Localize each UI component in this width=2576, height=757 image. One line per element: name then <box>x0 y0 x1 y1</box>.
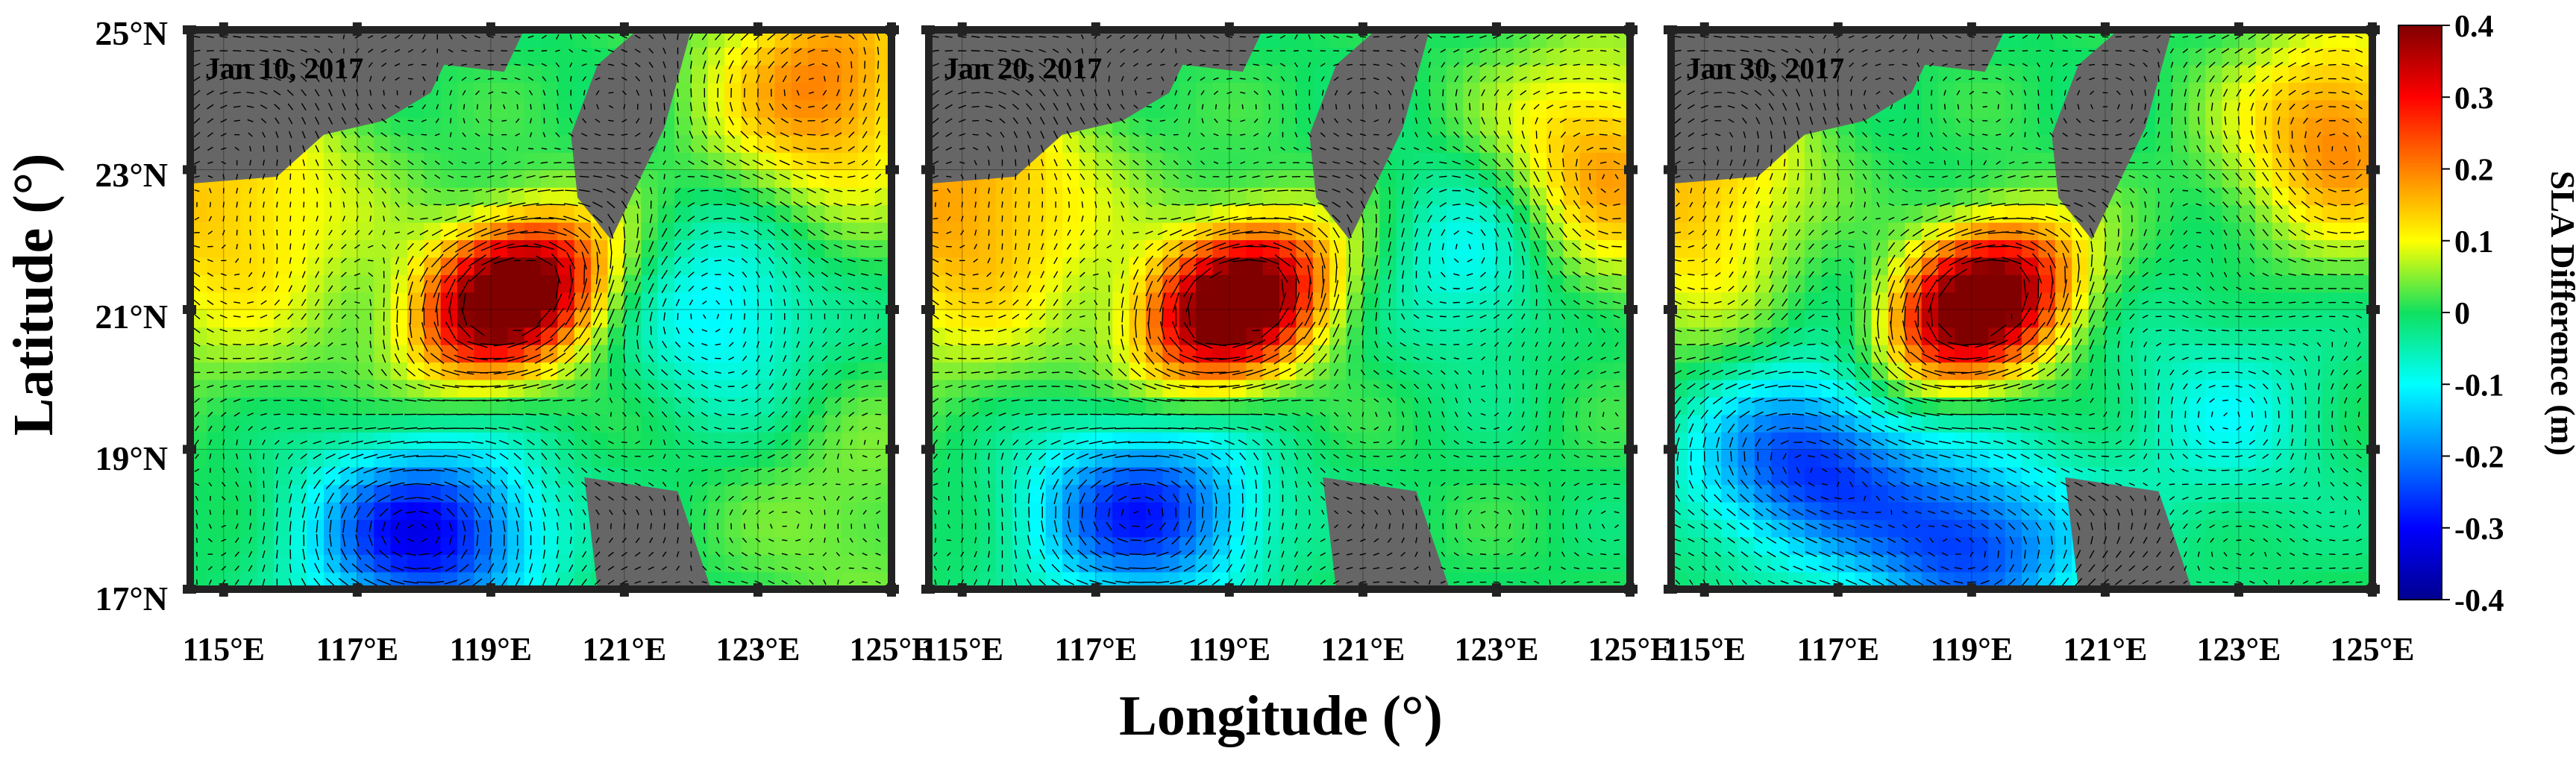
lon-tick-label: 125°E <box>2331 631 2415 668</box>
lat-tick-21: 21°N <box>95 298 168 336</box>
lon-tick-label: 115°E <box>921 631 1004 668</box>
current-vectors <box>193 33 883 588</box>
colorbar-tick-label: -0.4 <box>2454 584 2504 618</box>
lon-tick-label: 125°E <box>850 631 934 668</box>
panel-date-label: Jan 10, 2017 <box>205 51 363 85</box>
lon-tick-label: 119°E <box>450 631 533 668</box>
lon-tick-label: 123°E <box>1454 631 1538 668</box>
colorbar-label: SLA Difference (m) <box>2544 171 2576 456</box>
colorbar-tick-label: 0.3 <box>2454 81 2494 116</box>
lon-tick-label: 119°E <box>1188 631 1271 668</box>
frame-ticks <box>1664 22 2380 597</box>
lat-tick-labels: 25°N 23°N 21°N 19°N 17°N <box>95 14 168 618</box>
lon-tick-label: 117°E <box>1055 631 1138 668</box>
lat-tick-19: 19°N <box>95 439 168 477</box>
map-panel-3: Jan 30, 2017 <box>1664 22 2380 597</box>
map-panels: Jan 10, 2017 Jan 20, 2017 Jan 30, 2017 <box>183 22 2380 597</box>
map-panel-2: Jan 20, 2017 <box>921 22 1638 597</box>
colorbar-tick-label: -0.2 <box>2454 441 2504 475</box>
colorbar-tick-label: 0.4 <box>2454 10 2494 44</box>
colorbar-tick-label: 0.2 <box>2454 154 2494 188</box>
y-axis-label: Latitude (°) <box>2 154 65 436</box>
lat-tick-25: 25°N <box>95 14 168 52</box>
lon-tick-label: 121°E <box>2063 631 2147 668</box>
lon-tick-label: 117°E <box>1797 631 1880 668</box>
colorbar-tick-label: -0.1 <box>2454 368 2504 403</box>
lon-tick-label: 115°E <box>183 631 266 668</box>
current-vectors <box>1673 34 2365 587</box>
frame-ticks <box>183 22 899 597</box>
lon-tick-label: 121°E <box>1320 631 1405 668</box>
lon-tick-label: 115°E <box>1664 631 1746 668</box>
colorbar-tick-label: 0.1 <box>2454 225 2494 260</box>
panel-date-label: Jan 20, 2017 <box>944 51 1102 85</box>
lon-tick-label: 117°E <box>316 631 399 668</box>
colorbar-gradient <box>2398 25 2442 600</box>
colorbar-ticks: 0.4 0.3 0.2 0.1 0 -0.1 -0.2 -0.3 -0.4 <box>2442 10 2504 618</box>
lon-tick-label: 119°E <box>1931 631 2014 668</box>
lon-tick-label: 123°E <box>2196 631 2281 668</box>
colorbar-tick-label: 0 <box>2454 297 2470 331</box>
colorbar-tick-label: -0.3 <box>2454 512 2504 547</box>
x-axis-label: Longitude (°) <box>1119 685 1443 747</box>
lat-tick-17: 17°N <box>95 579 168 618</box>
frame-ticks <box>921 22 1638 597</box>
panel-date-label: Jan 30, 2017 <box>1686 51 1844 85</box>
lat-tick-23: 23°N <box>95 156 168 194</box>
map-panel-1: Jan 10, 2017 <box>183 22 899 597</box>
lon-tick-label: 123°E <box>715 631 800 668</box>
current-vectors <box>931 34 1622 586</box>
lon-tick-label: 125°E <box>1588 631 1673 668</box>
lon-tick-label: 121°E <box>582 631 666 668</box>
colorbar: 0.4 0.3 0.2 0.1 0 -0.1 -0.2 -0.3 -0.4 SLA Differ… <box>2398 10 2576 618</box>
